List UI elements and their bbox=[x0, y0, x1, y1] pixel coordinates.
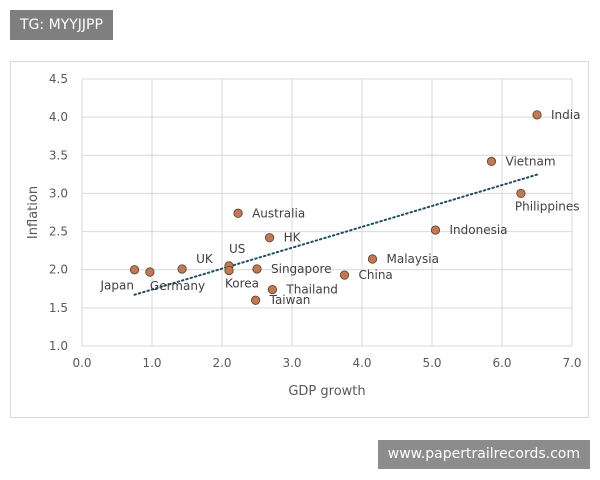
tag-label: TG: MYYJJPP bbox=[10, 10, 113, 40]
y-tick-label: 3.0 bbox=[49, 186, 68, 200]
point-indonesia bbox=[430, 225, 441, 235]
point-malaysia bbox=[367, 254, 378, 264]
point-korea bbox=[224, 265, 234, 276]
point-label-singapore: Singapore bbox=[271, 262, 332, 276]
point-label-germany: Germany bbox=[150, 279, 205, 293]
y-tick-label: 2.0 bbox=[49, 263, 68, 277]
point-label-korea: Korea bbox=[225, 276, 259, 290]
x-tick-label: 2.0 bbox=[212, 356, 231, 370]
y-tick-label: 3.5 bbox=[49, 148, 68, 162]
x-tick-label: 4.0 bbox=[352, 356, 371, 370]
point-australia bbox=[233, 208, 243, 218]
y-tick-label: 4.5 bbox=[49, 72, 68, 86]
y-axis-title: Inflation bbox=[26, 186, 41, 239]
trendline bbox=[133, 173, 538, 296]
point-label-taiwan: Taiwan bbox=[269, 293, 311, 307]
point-singapore bbox=[252, 264, 262, 274]
scatter-chart: 0.0 1.0 2.0 3.0 4.0 5.0 6.0 7.0 1.0 1.5 2.0 2.5 3.0 3… bbox=[26, 72, 582, 399]
point-label-indonesia: Indonesia bbox=[450, 223, 508, 237]
x-tick-label: 7.0 bbox=[562, 356, 581, 370]
point-label-hk: HK bbox=[284, 231, 302, 245]
point-label-thailand: Thailand bbox=[285, 283, 338, 297]
point-china bbox=[339, 270, 350, 280]
point-uk bbox=[177, 264, 187, 274]
x-tick-label: 1.0 bbox=[142, 356, 161, 370]
point-label-india: India bbox=[551, 108, 580, 122]
point-label-australia: Australia bbox=[252, 206, 305, 220]
point-label-us: US bbox=[229, 242, 245, 256]
point-philippines bbox=[516, 188, 526, 199]
point-taiwan bbox=[251, 295, 261, 305]
y-tick-label: 1.0 bbox=[49, 339, 68, 353]
watermark: www.papertrailrecords.com bbox=[377, 440, 590, 469]
x-tick-label: 6.0 bbox=[492, 356, 511, 370]
point-label-china: China bbox=[359, 268, 393, 282]
x-tick-label: 5.0 bbox=[422, 356, 441, 370]
point-hk bbox=[265, 233, 275, 243]
point-label-philippines: Philippines bbox=[515, 199, 580, 213]
x-tick-label: 0.0 bbox=[72, 356, 91, 370]
x-axis-title: GDP growth bbox=[288, 384, 365, 399]
point-vietnam bbox=[486, 156, 497, 166]
y-tick-label: 1.5 bbox=[49, 301, 68, 315]
y-tick-label: 2.5 bbox=[49, 225, 68, 239]
chart-area: 0.0 1.0 2.0 3.0 4.0 5.0 6.0 7.0 1.0 1.5 2.0 2.5 3.0 3… bbox=[10, 61, 589, 418]
point-label-malaysia: Malaysia bbox=[387, 252, 439, 266]
point-label-vietnam: Vietnam bbox=[506, 154, 556, 168]
point-label-japan: Japan bbox=[100, 279, 134, 293]
point-japan bbox=[129, 265, 140, 275]
x-tick-label: 3.0 bbox=[282, 356, 301, 370]
point-label-uk: UK bbox=[196, 252, 214, 266]
point-thailand bbox=[267, 284, 277, 295]
y-tick-label: 4.0 bbox=[49, 110, 68, 124]
point-india bbox=[532, 110, 542, 120]
point-germany bbox=[145, 267, 155, 277]
